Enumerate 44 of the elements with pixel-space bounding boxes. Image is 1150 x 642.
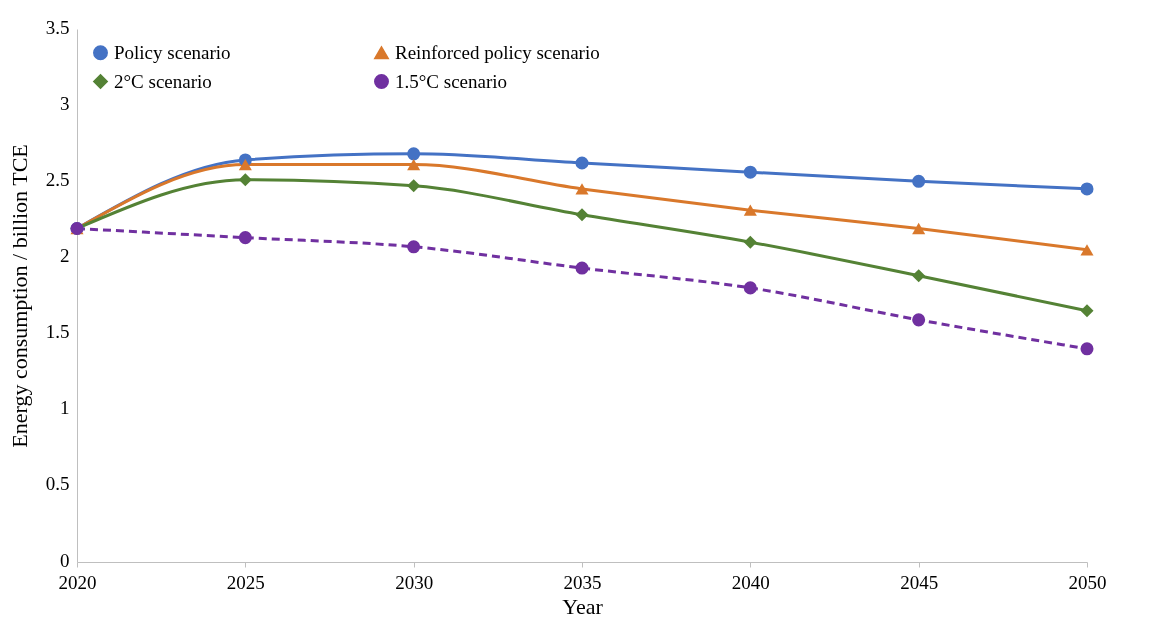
x-tick-label: 2035	[563, 571, 602, 593]
y-tick-label: 0	[60, 549, 70, 571]
x-tick-label: 2025	[226, 571, 265, 593]
x-tick-label: 2020	[58, 571, 97, 593]
point	[1080, 342, 1094, 356]
point	[1080, 182, 1094, 196]
y-tick-label: 1	[60, 397, 70, 419]
point	[238, 231, 252, 245]
point	[575, 208, 589, 222]
y-tick-label: 2.5	[45, 168, 70, 190]
point	[743, 281, 757, 295]
point	[238, 173, 252, 187]
point	[743, 235, 757, 249]
x-tick-label: 2045	[900, 571, 939, 593]
point	[1080, 304, 1094, 318]
y-tick-label: 1.5	[45, 321, 70, 343]
point	[1080, 244, 1094, 256]
point	[912, 313, 926, 327]
y-tick-label: 3.5	[45, 16, 70, 38]
x-axis-title: Year	[562, 593, 604, 619]
x-tick-label: 2040	[731, 571, 770, 593]
point	[407, 158, 421, 171]
legend-label: Policy scenario	[114, 41, 231, 63]
point	[575, 183, 589, 195]
point	[743, 204, 757, 216]
point	[407, 179, 421, 193]
y-axis-title: Energy consumption / billion TCE	[6, 144, 32, 448]
point	[912, 269, 926, 283]
legend-label: 1.5°C scenario	[395, 70, 508, 92]
legend-label: 2°C scenario	[114, 70, 212, 92]
y-tick-label: 3	[60, 92, 70, 114]
point	[407, 240, 421, 254]
point	[407, 147, 421, 161]
legend-label: Reinforced policy scenario	[395, 41, 600, 63]
point	[912, 174, 926, 188]
x-tick-label: 2030	[395, 571, 434, 593]
point	[743, 165, 757, 179]
y-tick-label: 0.5	[45, 473, 70, 495]
point	[238, 158, 252, 171]
x-tick-label: 2050	[1068, 571, 1107, 593]
point	[912, 222, 926, 235]
point	[575, 156, 589, 170]
point	[575, 261, 589, 275]
y-tick-label: 2	[60, 244, 70, 266]
